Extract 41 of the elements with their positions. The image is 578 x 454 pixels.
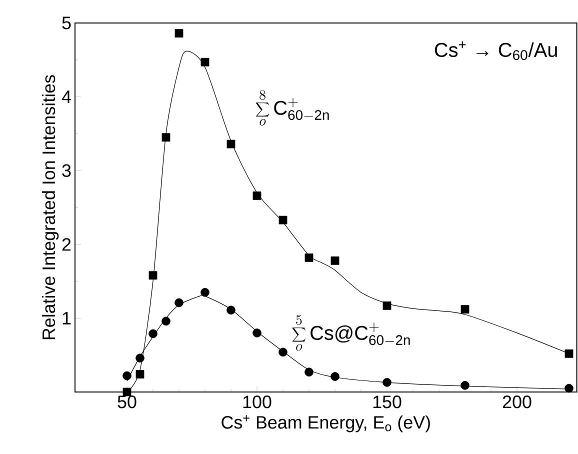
point (278, 216, 288, 224)
point (304, 368, 314, 376)
point (136, 370, 144, 378)
point (460, 380, 470, 390)
point (122, 371, 132, 380)
point (382, 378, 392, 387)
point (382, 301, 392, 310)
point (200, 58, 210, 66)
y-tick-label: 2 (62, 238, 71, 251)
point (564, 384, 574, 393)
x-axis-title: Cs$^{+}$ Beam Energy, E$_{o}$ (eV) (222, 415, 430, 432)
point (174, 29, 184, 38)
point (162, 316, 170, 326)
point (252, 328, 262, 338)
series-label: $\sum_{o}^{5}\mathrm{Cs@C}^{+}_{\mathrm{60{-}2n}}$ (292, 315, 410, 351)
y-axis-title: Relative Integrated Ion Intensities (42, 75, 59, 340)
point (174, 298, 184, 308)
point (148, 329, 158, 338)
text: $\sum_{o}^{8}\mathrm{C}^{+}_{\mathrm{60{-}2n}}$ (256, 90, 329, 126)
point (136, 354, 144, 362)
point (460, 305, 470, 314)
point (330, 372, 340, 381)
point (226, 140, 236, 148)
point (226, 306, 236, 314)
x-tick-label: 200 (502, 396, 532, 408)
point (304, 253, 314, 262)
point (200, 288, 210, 297)
point (162, 133, 170, 142)
y-tick-label: 4 (62, 90, 71, 103)
y-tick-label: 3 (62, 164, 71, 177)
annotation: Cs$^{+}$ → C$_{60}$/Au (434, 41, 557, 60)
y-tick-label: 1 (62, 312, 71, 324)
point (330, 256, 340, 265)
point (564, 349, 574, 358)
x-tick-label: 50 (118, 396, 136, 408)
x-tick-label: 100 (243, 396, 272, 408)
point (278, 348, 288, 357)
x-tick-label: 150 (373, 396, 402, 408)
point (252, 191, 262, 200)
y-tick-label: 5 (62, 16, 71, 30)
point (148, 271, 158, 280)
